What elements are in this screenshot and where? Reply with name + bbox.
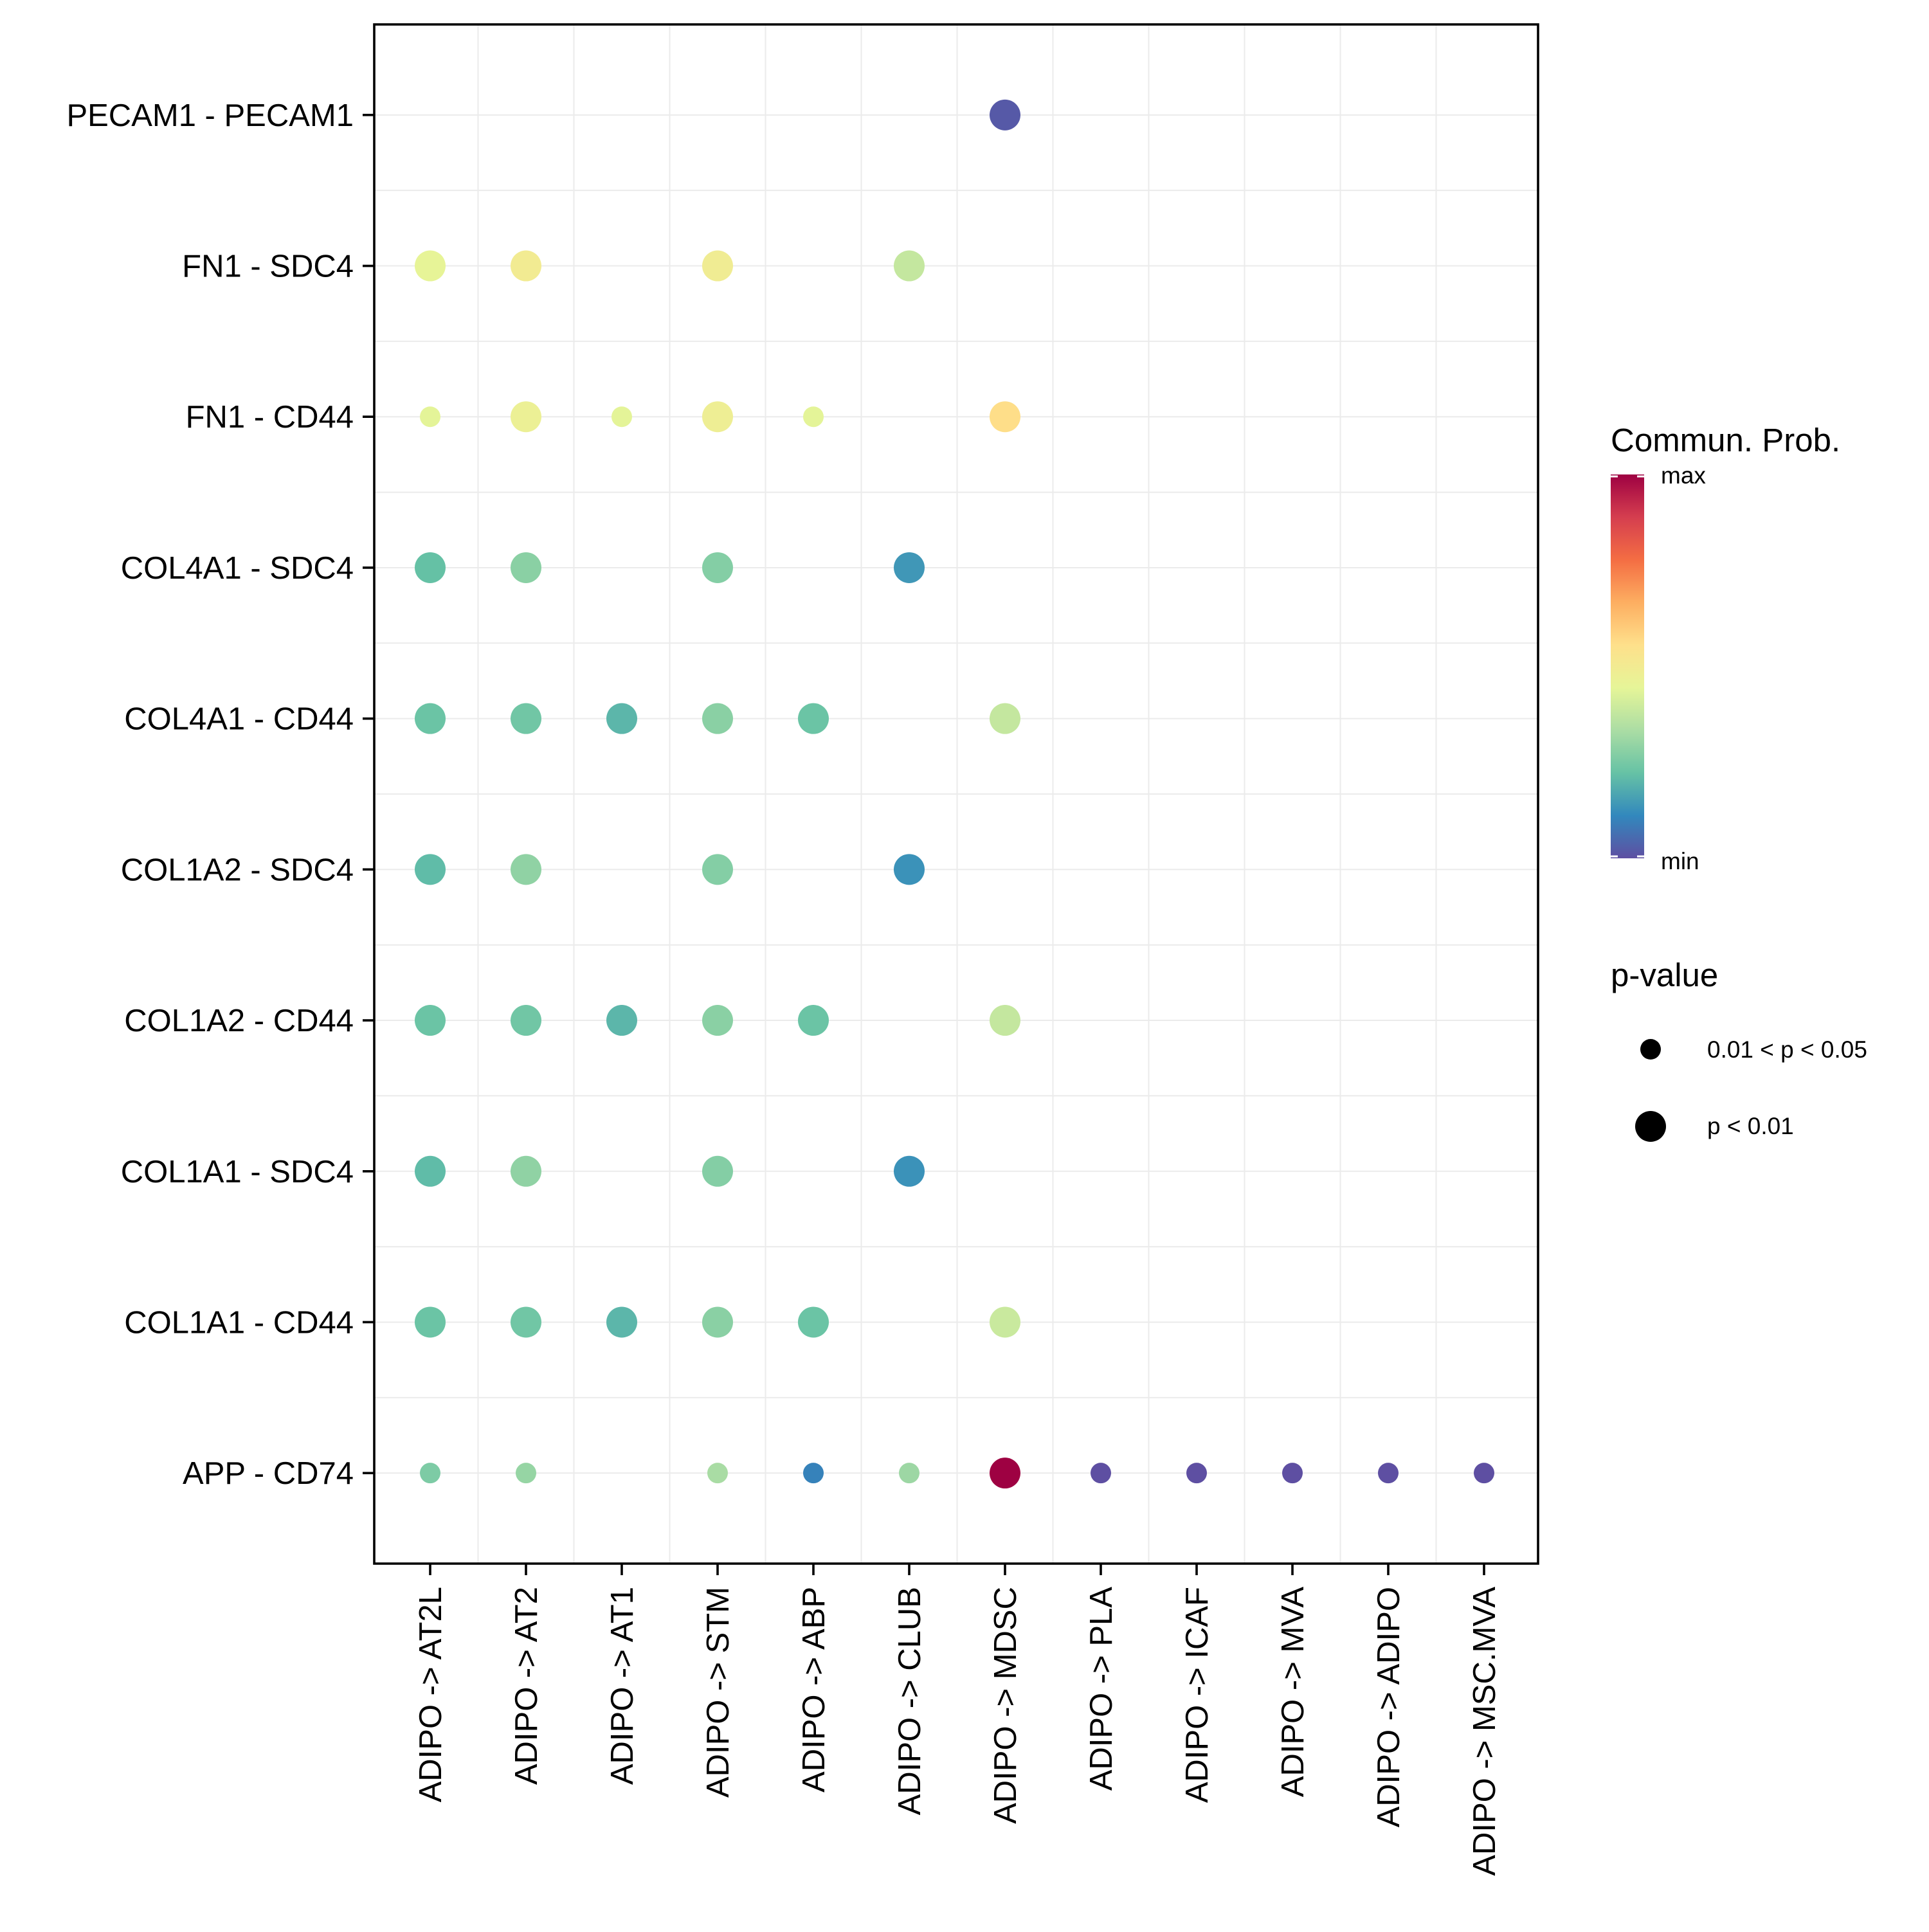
- x-tick-label: ADIPO -> ADIPO: [1372, 1587, 1406, 1827]
- data-point: [803, 1463, 824, 1484]
- x-axis-ticks: ADIPO -> AT2L ADIPO -> AT2 ADIPO -> AT1 ADI…: [413, 1564, 1502, 1876]
- y-tick-label: APP - CD74: [183, 1456, 354, 1491]
- data-point: [990, 401, 1020, 433]
- x-tick-label: ADIPO -> MDSC: [988, 1587, 1023, 1824]
- data-point: [702, 1306, 733, 1338]
- size-legend: p-value 0.01 < p < 0.05 p < 0.01: [1611, 957, 1867, 1142]
- y-axis-ticks: PECAM1 - PECAM1 FN1 - SDC4 FN1 - CD44 COL4A…: [66, 98, 374, 1491]
- data-point: [415, 250, 446, 282]
- data-point: [415, 552, 446, 583]
- data-point: [415, 854, 446, 885]
- x-tick-label: ADIPO -> ABP: [797, 1587, 831, 1792]
- data-point: [516, 1463, 536, 1484]
- size-legend-small-dot: [1640, 1039, 1661, 1060]
- data-point: [606, 1005, 637, 1036]
- size-legend-small-label: 0.01 < p < 0.05: [1707, 1036, 1867, 1063]
- color-legend-title: Commun. Prob.: [1611, 422, 1840, 458]
- data-point: [702, 1155, 733, 1187]
- data-point: [990, 1458, 1020, 1489]
- data-point: [894, 250, 925, 282]
- x-tick-label: ADIPO -> CLUB: [892, 1587, 927, 1815]
- plot-frame: [373, 23, 1539, 1565]
- y-tick-label: COL4A1 - SDC4: [121, 551, 354, 586]
- data-point: [415, 1306, 446, 1338]
- data-point: [702, 703, 733, 734]
- data-point: [899, 1463, 919, 1484]
- y-tick-label: COL1A2 - SDC4: [121, 853, 354, 887]
- data-point: [511, 854, 541, 885]
- data-point: [702, 1005, 733, 1036]
- size-legend-title: p-value: [1611, 957, 1718, 993]
- data-point: [990, 99, 1020, 131]
- data-point: [702, 250, 733, 282]
- data-point: [511, 250, 541, 282]
- data-point: [803, 406, 824, 428]
- color-legend-min-label: min: [1661, 848, 1699, 874]
- data-point: [702, 854, 733, 885]
- y-tick-label: PECAM1 - PECAM1: [66, 98, 354, 133]
- data-point: [1282, 1463, 1303, 1484]
- y-tick-label: FN1 - SDC4: [182, 249, 354, 284]
- data-point: [611, 406, 632, 428]
- data-point: [420, 1463, 440, 1484]
- data-point: [415, 1005, 446, 1036]
- size-legend-large-dot: [1635, 1111, 1666, 1142]
- data-point: [990, 1306, 1020, 1338]
- data-point: [707, 1463, 728, 1484]
- data-point: [702, 552, 733, 583]
- data-point: [511, 1005, 541, 1036]
- data-point: [415, 1155, 446, 1187]
- color-legend-max-label: max: [1661, 462, 1706, 489]
- y-tick-label: COL4A1 - CD44: [124, 702, 354, 737]
- x-tick-label: ADIPO -> ICAF: [1180, 1587, 1215, 1803]
- data-point: [894, 854, 925, 885]
- size-legend-large-label: p < 0.01: [1707, 1113, 1794, 1139]
- data-point: [702, 401, 733, 433]
- data-point: [894, 1155, 925, 1187]
- x-tick-label: ADIPO -> AT2L: [413, 1587, 448, 1802]
- y-tick-label: COL1A1 - SDC4: [121, 1155, 354, 1189]
- x-tick-label: ADIPO -> AT1: [605, 1587, 640, 1785]
- y-tick-label: FN1 - CD44: [186, 400, 354, 435]
- data-point: [1474, 1463, 1494, 1484]
- data-point: [894, 552, 925, 583]
- data-point: [798, 1306, 829, 1338]
- data-point: [420, 406, 440, 428]
- x-tick-label: ADIPO -> AT2: [509, 1587, 544, 1785]
- x-tick-label: ADIPO -> MSC.MVA: [1467, 1587, 1502, 1876]
- data-points: [415, 99, 1494, 1489]
- data-point: [990, 703, 1020, 734]
- data-point: [606, 1306, 637, 1338]
- y-tick-label: COL1A2 - CD44: [124, 1004, 354, 1038]
- data-point: [511, 703, 541, 734]
- grid-lines: [374, 24, 1538, 1564]
- data-point: [990, 1005, 1020, 1036]
- data-point: [1186, 1463, 1207, 1484]
- data-point: [798, 1005, 829, 1036]
- data-point: [511, 552, 541, 583]
- data-point: [511, 401, 541, 433]
- data-point: [1091, 1463, 1111, 1484]
- y-tick-label: COL1A1 - CD44: [124, 1305, 354, 1340]
- data-point: [606, 703, 637, 734]
- color-legend: Commun. Prob. max min: [1611, 422, 1840, 874]
- x-tick-label: ADIPO -> PLA: [1084, 1587, 1119, 1791]
- data-point: [511, 1306, 541, 1338]
- data-point: [415, 703, 446, 734]
- x-tick-label: ADIPO -> MVA: [1276, 1587, 1310, 1798]
- x-tick-label: ADIPO -> STM: [701, 1587, 736, 1798]
- data-point: [1378, 1463, 1399, 1484]
- data-point: [798, 703, 829, 734]
- color-legend-bar: [1611, 474, 1644, 858]
- data-point: [511, 1155, 541, 1187]
